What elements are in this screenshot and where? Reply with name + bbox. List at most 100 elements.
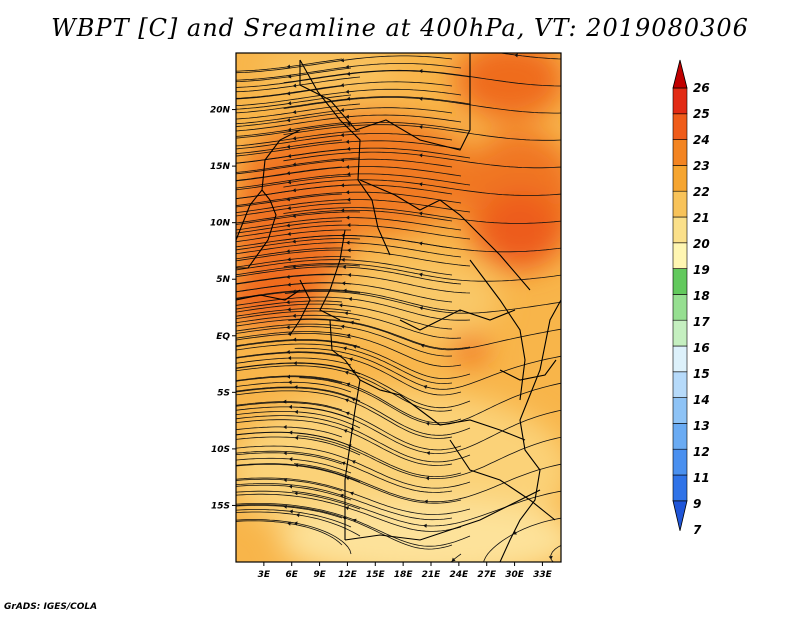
streamline: [236, 362, 471, 409]
streamline: [294, 347, 561, 390]
streamline-arrow: [346, 71, 351, 76]
streamline: [236, 273, 471, 294]
streamline-arrow: [292, 83, 297, 88]
streamline-arrow: [287, 180, 292, 185]
streamline-arrow: [426, 451, 431, 456]
streamline-arrow: [288, 457, 293, 462]
credit-text: GrADS: IGES/COLA: [4, 602, 98, 612]
streamline-arrow: [292, 289, 296, 294]
streamline-arrow: [341, 281, 346, 286]
streamline: [283, 151, 561, 169]
streamline-arrow: [345, 190, 350, 195]
streamline: [236, 519, 352, 555]
streamline-arrow: [282, 399, 287, 404]
colorbar-swatch: [672, 190, 688, 218]
streamline: [236, 375, 462, 424]
streamline-arrow: [288, 404, 293, 410]
x-tick-label: 12E: [338, 570, 358, 580]
streamline: [236, 211, 361, 225]
colorbar-label: 19: [693, 263, 710, 277]
streamline-arrow: [345, 114, 350, 119]
colorbar-label: 11: [693, 471, 710, 485]
colorbar-swatch: [672, 474, 688, 502]
streamline-arrow: [344, 370, 349, 375]
streamline-arrow: [344, 311, 349, 316]
streamline-arrow: [292, 136, 297, 141]
streamline-arrow: [340, 208, 345, 213]
colorbar-swatch: [672, 345, 688, 373]
streamline: [236, 173, 471, 189]
streamline: [236, 289, 462, 312]
streamline-arrow: [286, 144, 291, 149]
streamline-arrow: [287, 355, 292, 361]
streamline: [236, 130, 361, 147]
colorbar-label: 18: [693, 289, 710, 303]
streamline: [236, 401, 343, 411]
x-tick-label: 15E: [366, 570, 386, 580]
streamline-arrow: [351, 397, 356, 402]
colorbar-label: 13: [693, 419, 710, 433]
y-tick-label: 10N: [210, 219, 231, 229]
streamline: [236, 484, 352, 501]
streamline-arrow: [294, 435, 299, 441]
streamline-arrow: [341, 257, 345, 262]
colorbar-label: 25: [693, 107, 710, 121]
streamline-arrow: [283, 477, 287, 483]
streamline-arrow: [424, 499, 428, 504]
colorbar-swatch: [672, 113, 688, 140]
streamline: [236, 175, 352, 191]
colorbar-label: 17: [693, 315, 710, 329]
streamline-arrow: [292, 313, 296, 318]
streamline: [236, 202, 352, 217]
streamline-arrow: [339, 493, 344, 498]
streamline: [236, 406, 352, 420]
streamline: [236, 96, 471, 114]
y-tick-label: 5S: [217, 388, 230, 398]
streamline: [236, 147, 471, 164]
streamline-arrow: [340, 158, 345, 163]
streamline-arrow: [345, 240, 350, 245]
streamline-arrow: [346, 197, 351, 202]
streamline-arrow: [423, 523, 427, 528]
chart-title: WBPT [C] and Sreamline at 400hPa, VT: 20…: [51, 14, 749, 42]
streamline: [236, 452, 343, 465]
streamline-arrow: [352, 344, 357, 349]
colorbar-label: 21: [693, 211, 710, 225]
country-borders: [236, 53, 557, 541]
streamline-arrow: [286, 64, 291, 69]
streamline-arrow: [287, 231, 291, 236]
streamline-arrow: [346, 172, 351, 177]
streamline: [236, 493, 462, 532]
streamline: [284, 291, 561, 314]
streamline: [450, 553, 462, 562]
streamline-arrow: [348, 357, 353, 362]
colorbar-label: 20: [693, 237, 710, 251]
y-tick-label: EQ: [216, 332, 230, 342]
streamline: [236, 490, 361, 510]
y-tick-label: 20N: [210, 106, 231, 116]
streamline: [236, 76, 361, 93]
colorbar-swatch: [672, 397, 688, 424]
streamline: [236, 229, 351, 243]
streamline: [236, 318, 471, 350]
colorbar-swatch: [672, 294, 688, 321]
streamline-arrow: [286, 300, 290, 305]
streamline-arrow: [295, 513, 300, 518]
x-tick-label: 21E: [422, 570, 442, 580]
streamline-arrow: [283, 451, 287, 456]
streamline-arrow: [345, 411, 350, 416]
colorbar-swatch: [672, 268, 688, 295]
streamline-arrow: [292, 213, 296, 219]
streamline-arrow: [419, 306, 424, 311]
streamline-arrow: [346, 146, 351, 151]
colorbar-swatch: [672, 371, 688, 398]
streamline-arrow: [293, 361, 297, 366]
x-tick-label: 3E: [258, 570, 271, 580]
streamline-arrow: [418, 241, 423, 246]
streamline-arrow: [288, 484, 293, 489]
streamline: [236, 199, 471, 214]
streamline-arrow: [287, 307, 291, 312]
colorbar-label: 12: [693, 445, 710, 459]
streamline-arrow: [418, 182, 423, 187]
y-tick-label: 15S: [211, 501, 230, 511]
